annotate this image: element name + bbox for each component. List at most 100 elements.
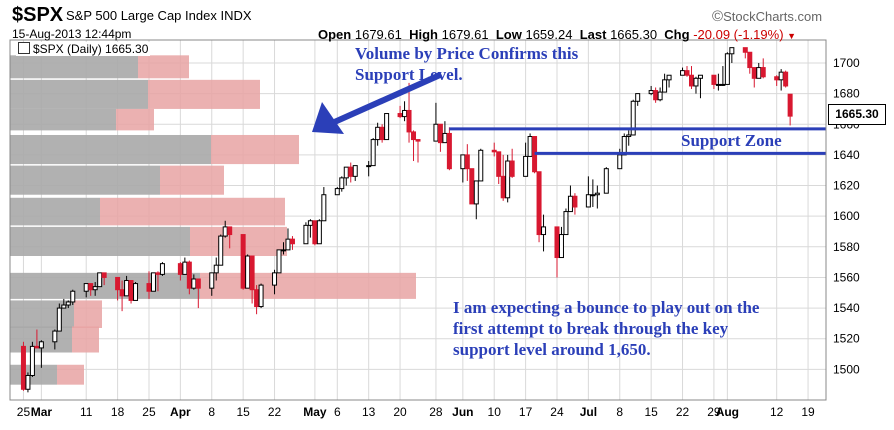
ohlc-summary: Open 1679.61 High 1679.61 Low 1659.24 La… [318,27,796,42]
candle-body [630,100,636,136]
candle-body [397,113,403,118]
candle-body [774,76,780,81]
candle-body [751,67,757,79]
candle-body [693,77,699,87]
legend-label: $SPX (Daily) 1665.30 [33,42,149,56]
x-tick-label: Apr [170,405,191,419]
x-tick-label: 22 [268,405,282,419]
candle-body [742,47,748,53]
support-zone-label: Support Zone [681,131,782,150]
candle-body [56,307,62,332]
x-tick-label: 12 [770,405,784,419]
candle-body [61,304,67,309]
candle-body [541,226,547,236]
candle-body [572,195,578,208]
vbp-bar-down [200,272,416,299]
candle-body [756,67,762,79]
vbp-bar-up [10,165,160,195]
candle-body [787,93,793,117]
candle-body [254,289,260,308]
candle-body [406,109,412,133]
chg-label: Chg [664,27,690,42]
candle-body [303,224,309,245]
vbp-bar-down [190,226,287,256]
x-tick-label: 8 [616,405,623,419]
candle-body [150,272,156,292]
candle-body [124,280,130,297]
candle-body [527,136,533,157]
candle-body [245,255,251,289]
candle-body [191,278,197,289]
timestamp: 15-Aug-2013 12:44pm [12,27,132,41]
x-tick-label: 25 [142,405,156,419]
high-value: 1679.61 [441,27,489,42]
candle-body [783,71,789,87]
y-tick-label: 1640 [833,148,860,162]
x-tick-label: 24 [550,405,564,419]
candle-body [617,154,623,170]
candle-body [509,160,515,177]
candle-body [240,234,246,289]
x-tick-label: 10 [488,405,502,419]
x-tick-label: Mar [31,405,53,419]
candle-body [321,194,327,222]
candle-body [101,272,107,278]
x-tick-label: 18 [111,405,125,419]
candle-body [316,220,322,245]
candle-body [760,67,766,78]
candle-body [747,51,753,69]
vbp-bar-down [138,55,189,79]
low-label: Low [495,27,522,42]
candle-body [177,263,183,275]
y-tick-label: 1540 [833,301,860,315]
candle-body [119,289,125,297]
candle-body [379,126,385,141]
vbp-bar-up [10,134,211,165]
candle-body [594,192,600,196]
candle-body [25,374,31,390]
candle-body [666,74,672,81]
candle-body [375,126,381,141]
candle-body [697,74,703,79]
open-value: 1679.61 [354,27,402,42]
candle-body [536,171,542,236]
candle-body [222,226,228,237]
candle-body [446,132,452,170]
symbol: $SPX [12,4,64,26]
y-tick-label: 1500 [833,362,860,376]
candle-body [249,255,255,291]
candle-body [334,188,340,196]
candle-body [348,166,354,177]
candle-body [720,83,726,86]
last-price-tag: 1665.30 [828,104,886,125]
index-name: S&P 500 Large Cap Index INDX [66,8,252,23]
candle-body [343,166,349,179]
candle-body [567,195,573,213]
vbp-bar-up [10,197,100,226]
candle-body [92,286,98,291]
candle-body [258,284,264,308]
last-value: 1665.30 [610,27,658,42]
vbp-bar-down [57,364,84,385]
candle-body [38,341,44,349]
vbp-bar-down [72,326,99,353]
candle-body [711,74,717,85]
candle-body [411,131,417,141]
candle-body [128,280,134,301]
vbp-bar-down [211,134,299,165]
low-value: 1659.24 [525,27,573,42]
annotation-arrow-head [312,102,344,134]
candle-body [159,263,165,275]
candle-body [464,154,470,170]
candle-body [97,272,103,288]
candle-body [603,168,609,194]
candle-body [653,90,659,101]
candle-body [182,261,188,275]
copyright-icon: © [712,8,724,25]
x-tick-label: 15 [644,405,658,419]
candle-body [34,345,40,349]
candle-body [289,238,295,245]
candle-body [460,154,466,170]
candle-body [478,149,484,182]
